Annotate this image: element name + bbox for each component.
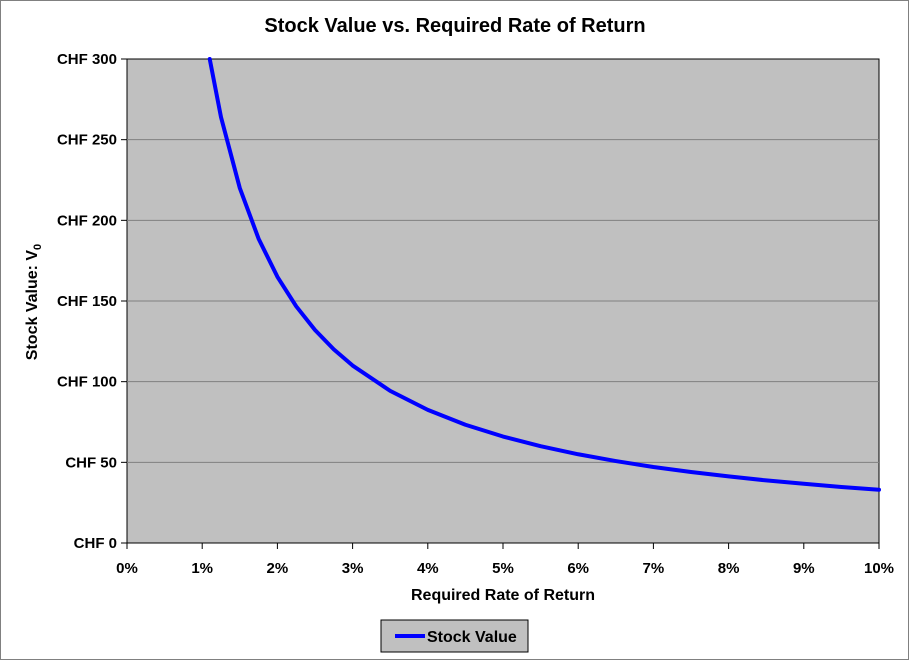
y-axis-title-subscript: 0 <box>32 244 44 250</box>
series-line-stock-value <box>207 57 881 492</box>
x-axis-ticks: 0% 1% 2% 3% 4% 5% 6% 7% 8% 9% 10% <box>116 543 894 577</box>
x-tick-label: 2% <box>267 560 289 577</box>
y-axis-title-main: Stock Value: V <box>24 250 41 361</box>
y-tick-label: CHF 300 <box>57 51 117 68</box>
y-tick-label: CHF 100 <box>57 374 117 391</box>
x-tick-label: 4% <box>417 560 439 577</box>
x-tick-label: 0% <box>116 560 138 577</box>
y-axis-ticks: CHF 0 CHF 50 CHF 100 CHF 150 CHF 200 CHF 250 C… <box>57 51 127 552</box>
y-tick-label: CHF 0 <box>74 535 117 552</box>
x-tick-label: 5% <box>492 560 514 577</box>
y-tick-label: CHF 200 <box>57 212 117 229</box>
legend: Stock Value <box>380 619 529 653</box>
x-axis-title: Required Rate of Return <box>411 587 595 604</box>
y-axis-title: Stock Value: V0 <box>24 244 44 360</box>
y-tick-label: CHF 50 <box>65 454 117 471</box>
legend-label-stock-value: Stock Value <box>427 629 517 646</box>
x-tick-label: 9% <box>793 560 815 577</box>
x-tick-label: 10% <box>864 560 894 577</box>
x-tick-label: 7% <box>643 560 665 577</box>
chart-title: Stock Value vs. Required Rate of Return <box>264 15 645 37</box>
y-tick-label: CHF 150 <box>57 293 117 310</box>
series-layer <box>207 57 881 492</box>
x-tick-label: 3% <box>342 560 364 577</box>
y-tick-label: CHF 250 <box>57 132 117 149</box>
x-tick-label: 6% <box>567 560 589 577</box>
x-tick-label: 1% <box>191 560 213 577</box>
x-tick-label: 8% <box>718 560 740 577</box>
